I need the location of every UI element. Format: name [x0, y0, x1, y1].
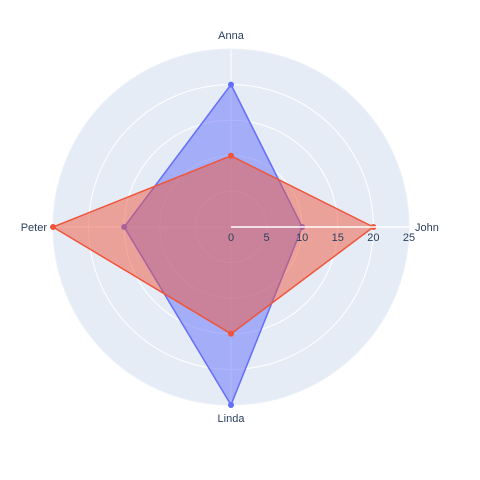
series-2-point-anna [228, 152, 234, 159]
series-2-point-peter [50, 224, 56, 230]
radial-tick-label: 25 [403, 232, 415, 244]
category-label-peter: Peter [21, 222, 48, 234]
category-label-anna: Anna [218, 30, 245, 42]
radial-tick-label: 15 [332, 232, 344, 244]
series-2-point-linda [228, 330, 234, 337]
series-1-point-anna [228, 81, 234, 88]
radial-tick-label: 20 [367, 232, 379, 244]
radial-tick-label: 10 [296, 232, 308, 244]
category-label-linda: Linda [218, 413, 246, 425]
radial-tick-label: 5 [264, 232, 270, 244]
category-labels: John Anna Peter Linda [21, 30, 439, 425]
radial-ticks: 0 5 10 15 20 25 [228, 226, 415, 244]
series-1-point-linda [228, 402, 234, 408]
category-label-john: John [415, 222, 439, 234]
radial-tick-label: 0 [228, 232, 234, 244]
series-layer [50, 81, 377, 408]
